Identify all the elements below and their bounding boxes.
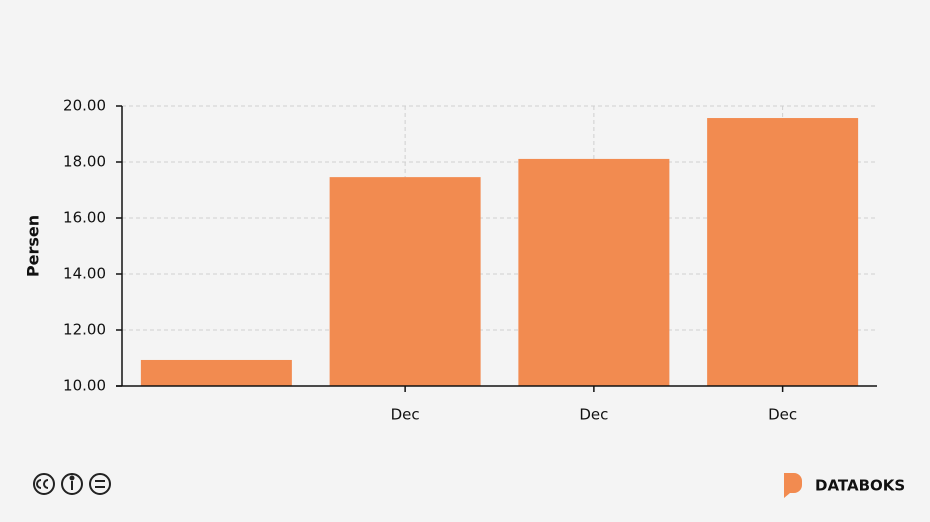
x-tick-label: Dec <box>579 406 608 424</box>
license-icons <box>33 473 111 495</box>
brand-logo <box>784 473 802 498</box>
y-tick-label: 10.00 <box>63 377 106 395</box>
y-tick-label: 14.00 <box>63 265 106 283</box>
y-axis-label: Persen <box>24 215 43 277</box>
y-tick-label: 12.00 <box>63 321 106 339</box>
bar <box>518 158 670 386</box>
y-tick-label: 16.00 <box>63 209 106 227</box>
brand-name: DATABOKS <box>815 477 905 495</box>
bar <box>140 359 292 386</box>
x-tick-label: Dec <box>391 406 420 424</box>
bar <box>707 118 859 386</box>
y-tick-label: 18.00 <box>63 153 106 171</box>
bar <box>329 177 481 386</box>
x-tick-label: Dec <box>768 406 797 424</box>
y-tick-label: 20.00 <box>63 97 106 115</box>
